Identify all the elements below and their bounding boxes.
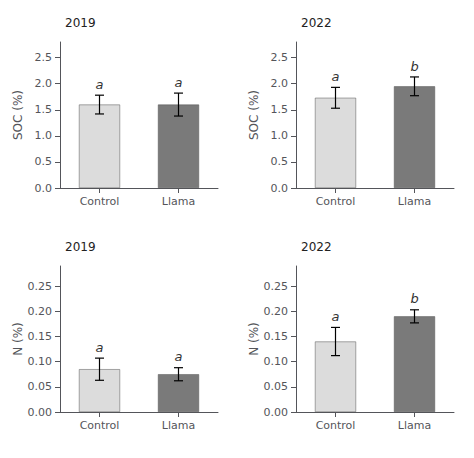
svg-text:1.0: 1.0 bbox=[35, 129, 53, 142]
svg-text:1.0: 1.0 bbox=[271, 129, 289, 142]
svg-text:Control: Control bbox=[80, 195, 120, 208]
svg-text:2.5: 2.5 bbox=[35, 51, 53, 64]
svg-text:0.15: 0.15 bbox=[264, 330, 289, 343]
svg-text:0.20: 0.20 bbox=[264, 305, 289, 318]
svg-text:a: a bbox=[332, 69, 340, 84]
svg-text:0.10: 0.10 bbox=[264, 355, 289, 368]
svg-text:0.00: 0.00 bbox=[28, 406, 53, 419]
svg-text:0.10: 0.10 bbox=[28, 355, 53, 368]
svg-text:Llama: Llama bbox=[398, 195, 431, 208]
svg-text:SOC (%): SOC (%) bbox=[11, 90, 25, 140]
svg-text:a: a bbox=[96, 77, 104, 92]
svg-text:1.5: 1.5 bbox=[35, 103, 53, 116]
svg-text:Control: Control bbox=[316, 195, 356, 208]
svg-text:b: b bbox=[410, 59, 418, 74]
svg-text:2.0: 2.0 bbox=[35, 77, 53, 90]
svg-text:b: b bbox=[410, 291, 418, 306]
svg-text:0.0: 0.0 bbox=[271, 182, 289, 195]
svg-text:0.25: 0.25 bbox=[28, 280, 53, 293]
svg-text:Llama: Llama bbox=[162, 419, 195, 432]
svg-text:Llama: Llama bbox=[398, 419, 431, 432]
svg-text:Llama: Llama bbox=[162, 195, 195, 208]
svg-text:0.05: 0.05 bbox=[28, 380, 53, 393]
svg-text:0.25: 0.25 bbox=[264, 280, 289, 293]
svg-text:a: a bbox=[175, 75, 183, 90]
svg-text:a: a bbox=[332, 309, 340, 324]
svg-text:a: a bbox=[175, 349, 183, 364]
svg-text:Control: Control bbox=[316, 419, 356, 432]
svg-text:N (%): N (%) bbox=[247, 322, 261, 356]
svg-text:0.5: 0.5 bbox=[271, 155, 289, 168]
svg-text:2022: 2022 bbox=[301, 16, 332, 30]
svg-text:0.15: 0.15 bbox=[28, 330, 53, 343]
svg-text:Control: Control bbox=[80, 419, 120, 432]
svg-text:2.5: 2.5 bbox=[271, 51, 289, 64]
svg-text:0.20: 0.20 bbox=[28, 305, 53, 318]
svg-text:SOC (%): SOC (%) bbox=[247, 90, 261, 140]
svg-text:1.5: 1.5 bbox=[271, 103, 289, 116]
svg-text:2.0: 2.0 bbox=[271, 77, 289, 90]
svg-text:0.5: 0.5 bbox=[35, 155, 53, 168]
svg-text:N (%): N (%) bbox=[11, 322, 25, 356]
svg-text:0.00: 0.00 bbox=[264, 406, 289, 419]
svg-text:a: a bbox=[96, 340, 104, 355]
svg-text:0.05: 0.05 bbox=[264, 380, 289, 393]
svg-text:2019: 2019 bbox=[65, 16, 96, 30]
svg-text:2019: 2019 bbox=[65, 240, 96, 254]
svg-text:2022: 2022 bbox=[301, 240, 332, 254]
svg-text:0.0: 0.0 bbox=[35, 182, 53, 195]
